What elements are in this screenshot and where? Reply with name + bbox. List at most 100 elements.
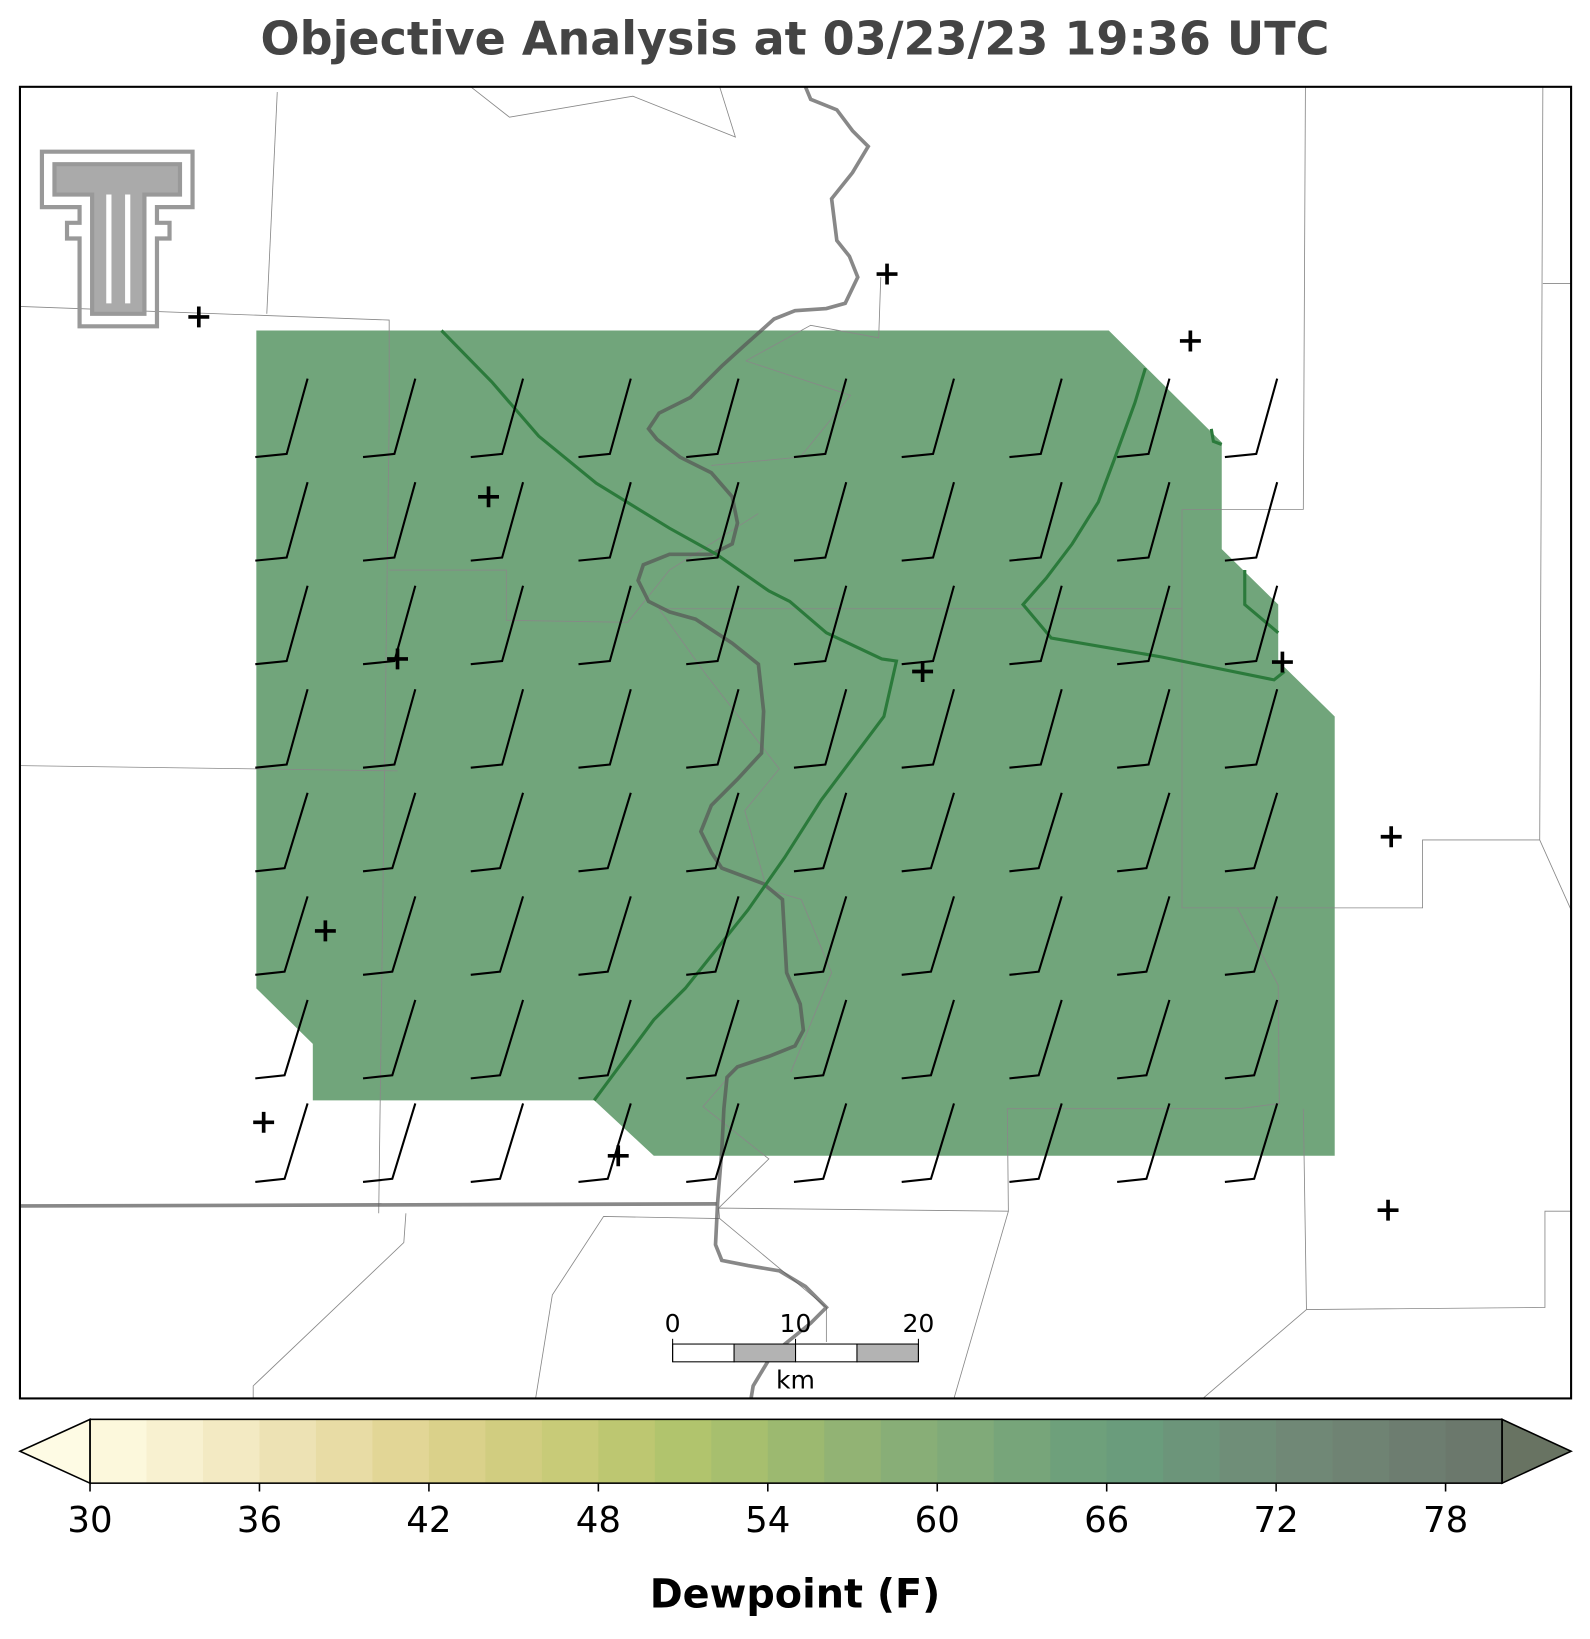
colorbar-segment [90, 1419, 148, 1484]
colorbar-segment [315, 1419, 373, 1484]
stations [188, 263, 1402, 1221]
colorbar-segment [1276, 1419, 1334, 1484]
wind-barb [1224, 792, 1279, 873]
wind-barb [255, 481, 309, 562]
colorbar-segment [428, 1419, 486, 1484]
wind-barb [1224, 896, 1279, 976]
scale-bar: 0 10 20 km [665, 1309, 935, 1394]
scale-segment [856, 1343, 919, 1363]
station [478, 486, 499, 508]
wind-barb [1117, 1103, 1171, 1183]
wind-barb [793, 688, 848, 769]
wind-barb [255, 688, 309, 769]
wind-barb [793, 896, 848, 976]
wind-barb [362, 1103, 417, 1183]
wind-barb [470, 896, 525, 976]
scale-segment [672, 1343, 735, 1363]
station [912, 661, 934, 682]
wind-barb [578, 1103, 632, 1183]
wind-barb [578, 378, 632, 459]
colorbar-frame [89, 1418, 1503, 1484]
colorbar-segment [259, 1419, 317, 1484]
colorbar-segment [1332, 1419, 1390, 1484]
colorbar-tick-label: 42 [406, 1500, 451, 1541]
wind-barb [578, 688, 632, 769]
colorbar-segment [598, 1419, 656, 1484]
wind-barb [1009, 481, 1063, 562]
colorbar-tick-label: 30 [67, 1500, 112, 1541]
scale-tick-label: 20 [902, 1309, 934, 1338]
colorbar-segment [1106, 1419, 1164, 1484]
wind-barb [686, 1103, 740, 1183]
wind-barb [1009, 1103, 1063, 1183]
wind-barb [362, 378, 417, 459]
map: 0 10 20 km [18, 85, 1573, 1400]
colorbar-segment [1050, 1419, 1108, 1484]
colorbar-segment [485, 1419, 543, 1484]
colorbar-segment [541, 1419, 599, 1484]
station [387, 648, 408, 670]
wind-barb [686, 688, 740, 769]
ttu-logo [39, 149, 195, 329]
colorbar-segment [372, 1419, 430, 1484]
wind-barb [686, 999, 740, 1080]
wind-barbs [255, 378, 1279, 1183]
wind-barb [578, 481, 632, 562]
wind-barb [686, 585, 740, 666]
wind-barb [362, 585, 417, 666]
colorbar-segment [880, 1419, 938, 1484]
wind-barb [793, 792, 848, 873]
wind-barb [1224, 1103, 1279, 1183]
map-frame [18, 85, 1573, 1400]
wind-barb [1117, 792, 1171, 873]
colorbar-segment [654, 1419, 712, 1484]
wind-barb [1224, 585, 1279, 666]
wind-barb [470, 378, 525, 459]
wind-barb [1224, 688, 1279, 769]
wind-barb [793, 999, 848, 1080]
colorbar-segment [1219, 1419, 1277, 1484]
station [1377, 1199, 1399, 1221]
wind-barb [901, 1103, 955, 1183]
wind-barb [470, 1103, 525, 1183]
scale-unit: km [776, 1366, 815, 1395]
wind-barb [901, 585, 955, 666]
wind-barb [1117, 481, 1171, 562]
wind-barb [686, 378, 740, 459]
wind-barb [1117, 688, 1171, 769]
wind-barb [1224, 378, 1279, 459]
wind-barb [1117, 999, 1171, 1080]
wind-barb [362, 792, 417, 873]
wind-barb [1009, 585, 1063, 666]
wind-barb [1224, 481, 1279, 562]
colorbar-tick-label: 66 [1084, 1500, 1129, 1541]
wind-barb [1009, 688, 1063, 769]
wind-barb [470, 585, 525, 666]
colorbar-tick-label: 48 [576, 1500, 621, 1541]
colorbar-segment [824, 1419, 882, 1484]
colorbar-under [18, 1418, 91, 1485]
wind-barb [1009, 378, 1063, 459]
station [607, 1145, 629, 1167]
wind-barb [362, 999, 417, 1080]
colorbar-segment [1389, 1419, 1447, 1484]
scale-segment [795, 1343, 858, 1363]
colorbar: 30 36 42 48 54 60 66 72 78 [18, 1418, 1573, 1541]
wind-barb [255, 999, 309, 1080]
wind-barb [901, 896, 955, 976]
colorbar-segment [1445, 1419, 1503, 1484]
scale-segment [733, 1343, 797, 1363]
wind-barb [255, 896, 309, 976]
wind-barb [793, 585, 848, 666]
wind-barb [578, 896, 632, 976]
station [188, 306, 210, 328]
wind-barb [255, 792, 309, 873]
wind-barb [1117, 896, 1171, 976]
wind-barb [362, 688, 417, 769]
colorbar-over [1501, 1418, 1573, 1485]
wind-barb [901, 481, 955, 562]
colorbar-tick-label: 72 [1254, 1500, 1299, 1541]
scale-tick-label: 0 [665, 1309, 681, 1338]
colorbar-segment [993, 1419, 1051, 1484]
